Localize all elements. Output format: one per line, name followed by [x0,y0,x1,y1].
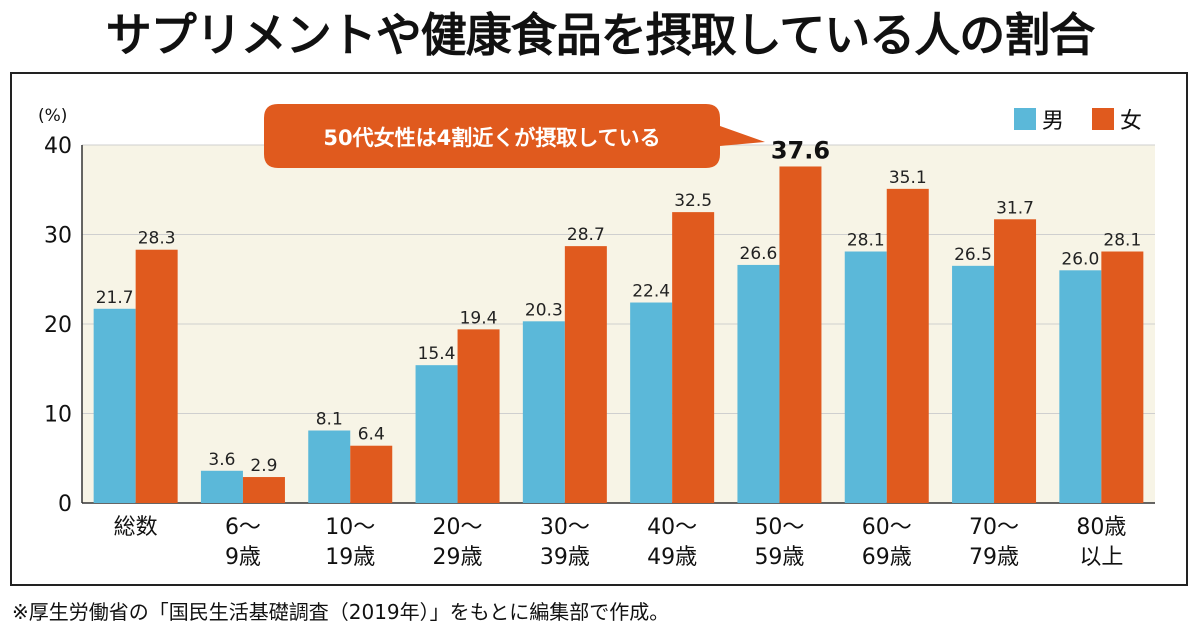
data-label: 21.7 [96,288,134,308]
bar-female [1101,251,1144,503]
data-label: 32.5 [674,191,712,211]
x-tick-label: 40～ [647,515,697,540]
x-tick-label: 以上 [1079,545,1123,570]
y-tick-label: 30 [44,224,72,249]
data-label: 20.3 [525,300,563,320]
bar-male [93,308,136,503]
x-tick-label: 総数 [114,515,158,540]
x-tick-label: 30～ [540,515,590,540]
x-tick-label: 10～ [325,515,375,540]
data-label: 8.1 [316,410,343,430]
data-label: 31.7 [996,198,1034,218]
bar-female [350,445,393,503]
data-label: 3.6 [208,450,235,470]
bar-female [457,329,500,503]
bar-male [200,470,243,503]
legend-male-text: 男 [1042,109,1064,134]
bar-male [1059,270,1102,503]
data-label: 26.0 [1061,249,1099,269]
x-tick-label: 29歳 [433,545,483,570]
bar-female [672,212,715,503]
bar-female [242,477,285,503]
x-tick-label: 50～ [754,515,804,540]
data-label: 26.6 [740,244,778,264]
callout-bubble [264,104,765,168]
data-label: 22.4 [632,282,670,302]
data-label: 35.1 [889,168,927,188]
bar-female [564,246,607,503]
callout-text: 50代女性は4割近くが摂取している [323,126,660,150]
y-tick-label: 0 [58,492,72,517]
data-label: 28.7 [567,225,605,245]
y-unit-label: (%) [38,106,67,126]
x-tick-label: 70～ [969,515,1019,540]
x-tick-label: 60～ [862,515,912,540]
x-tick-label: 79歳 [969,545,1019,570]
x-tick-label: 20～ [433,515,483,540]
bar-male [415,365,458,503]
data-label: 19.4 [460,308,498,328]
bar-male [308,430,351,503]
x-tick-label: 39歳 [540,545,590,570]
data-label: 2.9 [250,456,277,476]
bar-female [994,219,1037,503]
bar-female [779,166,822,504]
data-label: 15.4 [418,344,456,364]
x-tick-label: 49歳 [647,545,697,570]
x-tick-label: 69歳 [862,545,912,570]
data-label: 28.1 [1103,231,1141,251]
data-label: 28.3 [138,229,176,249]
bar-female [886,188,929,504]
chart-title: サプリメントや健康食品を摂取している人の割合 [105,8,1096,62]
bar-male [630,302,673,503]
data-label: 6.4 [358,425,385,445]
y-tick-label: 40 [44,134,72,159]
bar-male [952,265,995,503]
bar-male [737,264,780,503]
y-tick-label: 10 [44,403,72,428]
bar-female [135,249,178,503]
legend-female-swatch [1092,108,1114,130]
legend-male-swatch [1014,108,1036,130]
x-tick-label: 80歳 [1076,515,1126,540]
bar-male [844,251,887,503]
x-tick-label: 19歳 [325,545,375,570]
x-tick-label: 6～ [225,515,261,540]
bar-male [522,321,565,503]
legend-female-text: 女 [1120,109,1142,134]
y-tick-label: 20 [44,313,72,338]
source-footnote: ※厚生労働省の「国民生活基礎調査（2019年）」をもとに編集部で作成。 [12,600,670,624]
x-tick-label: 9歳 [225,545,261,570]
x-tick-label: 59歳 [754,545,804,570]
data-label: 37.6 [771,136,830,164]
data-label: 28.1 [847,231,885,251]
data-label: 26.5 [954,245,992,265]
